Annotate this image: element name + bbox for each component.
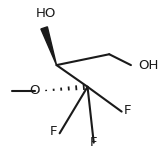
Text: F: F: [124, 104, 132, 117]
Text: OH: OH: [139, 59, 159, 72]
Text: F: F: [50, 125, 57, 138]
Text: O: O: [30, 84, 40, 97]
Polygon shape: [41, 27, 57, 65]
Text: F: F: [90, 136, 97, 149]
Text: HO: HO: [35, 7, 56, 20]
